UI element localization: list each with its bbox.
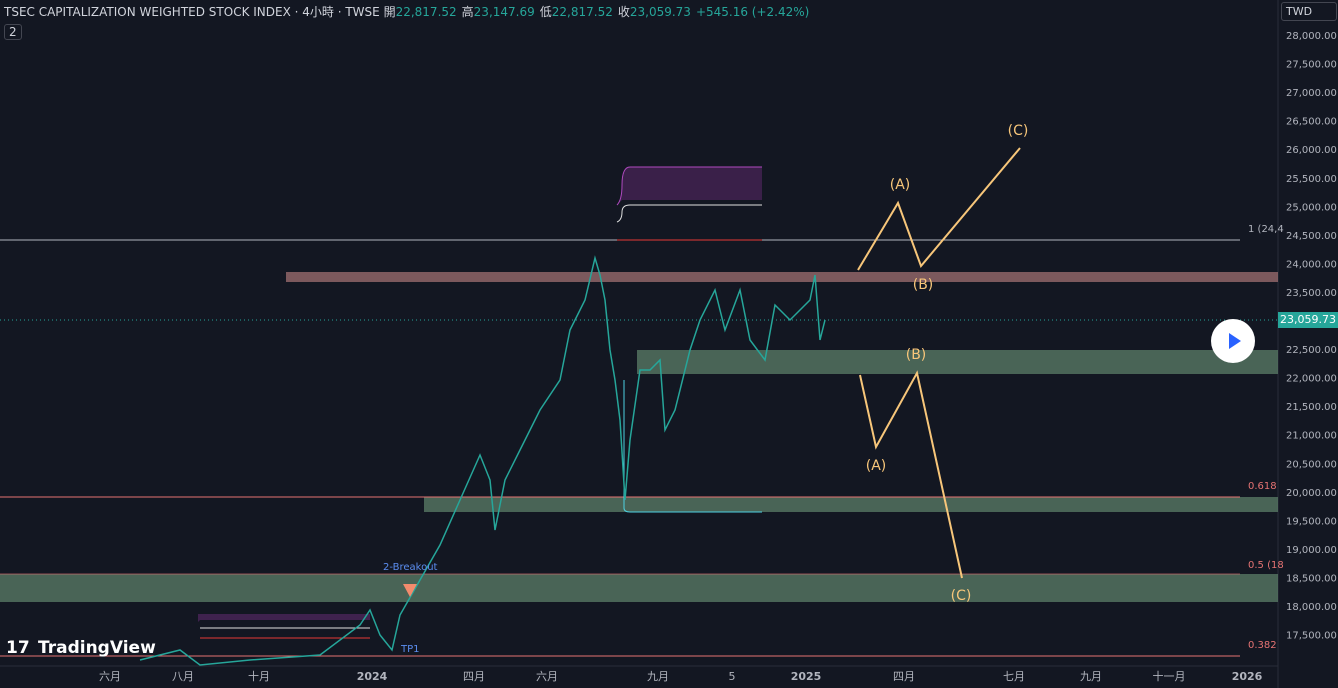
- wave-label: (C): [1008, 123, 1029, 139]
- wave-label: (A): [866, 458, 887, 474]
- target-line: [616, 204, 762, 223]
- price-label: 23,500.00: [1286, 288, 1337, 299]
- support-zone: [424, 497, 1278, 512]
- fib-label: 1 (24,4: [1248, 224, 1284, 235]
- time-label: 2025: [791, 670, 822, 683]
- time-label: 四月: [463, 670, 485, 683]
- price-label: 24,500.00: [1286, 231, 1337, 242]
- time-label: 六月: [99, 670, 121, 683]
- wave-label: (B): [906, 347, 927, 363]
- time-label: 八月: [172, 670, 194, 683]
- price-tag: [1278, 312, 1338, 328]
- target-box: [198, 614, 370, 622]
- logo: TradingView: [38, 638, 156, 658]
- wave-label: (B): [913, 277, 934, 293]
- time-label: 2024: [357, 670, 388, 683]
- ohlc-value: 22,817.52: [551, 5, 613, 19]
- price-label: 20,500.00: [1286, 459, 1337, 470]
- play-icon[interactable]: [1229, 333, 1241, 349]
- ohlc-label: 開: [383, 5, 396, 19]
- fib-label: 0.618: [1248, 481, 1277, 492]
- time-label: 九月: [1080, 670, 1102, 683]
- price-label: 21,500.00: [1286, 402, 1337, 413]
- time-label: 5: [729, 670, 736, 683]
- price-label: 22,000.00: [1286, 374, 1337, 385]
- price-label: 19,000.00: [1286, 545, 1337, 556]
- price-label: 20,000.00: [1286, 488, 1337, 499]
- price-label: 27,500.00: [1286, 60, 1337, 71]
- time-label: 四月: [893, 670, 915, 683]
- ohlc-label: 收: [617, 5, 630, 19]
- price-label: 27,000.00: [1286, 88, 1337, 99]
- price-label: 28,000.00: [1286, 31, 1337, 42]
- support-zone: [0, 574, 1278, 602]
- symbol: TSEC CAPITALIZATION WEIGHTED STOCK INDEX…: [4, 5, 380, 19]
- indicator-toggle[interactable]: 2: [4, 24, 22, 40]
- time-label: 六月: [536, 670, 558, 683]
- price-path: [139, 255, 826, 666]
- support-zone: [637, 350, 1278, 374]
- ohlc-value: 22,817.52: [395, 5, 457, 19]
- target-box: [617, 167, 762, 205]
- time-label: 十月: [248, 669, 270, 683]
- logo-mark: 17: [6, 638, 30, 658]
- currency[interactable]: TWD: [1281, 2, 1337, 21]
- price-tag-label: 23,059.73: [1280, 313, 1336, 326]
- price-label: 18,500.00: [1286, 573, 1337, 584]
- ohlc-value: 23,147.69: [473, 5, 535, 19]
- fib-label: 0.382: [1248, 640, 1277, 651]
- ohlc-label: 低: [539, 5, 552, 19]
- price-label: 19,500.00: [1286, 516, 1337, 527]
- signal-label: TP1: [400, 644, 420, 655]
- wave-label: (C): [951, 588, 972, 604]
- price-label: 26,500.00: [1286, 117, 1337, 128]
- wave-label: (A): [890, 177, 911, 193]
- time-label: 十一月: [1153, 669, 1186, 683]
- resistance-zone: [286, 272, 1278, 282]
- price-label: 25,500.00: [1286, 174, 1337, 185]
- wave-path: [859, 370, 963, 579]
- price-label: 22,500.00: [1286, 345, 1337, 356]
- target-line: [616, 166, 762, 206]
- price-label: 21,000.00: [1286, 431, 1337, 442]
- ohlc-label: 高: [461, 5, 474, 19]
- tp-line: [623, 380, 762, 513]
- price-label: 18,000.00: [1286, 602, 1337, 613]
- symbol-header: TSEC CAPITALIZATION WEIGHTED STOCK INDEX…: [4, 3, 814, 20]
- time-label: 九月: [647, 670, 669, 683]
- wave-path: [857, 147, 1021, 271]
- price-label: 17,500.00: [1286, 631, 1337, 642]
- signal-arrow: [403, 584, 417, 597]
- price-label: 25,000.00: [1286, 202, 1337, 213]
- fib-label: 0.5 (18: [1248, 560, 1284, 571]
- signal-label: 2-Breakout: [383, 562, 438, 573]
- price-label: 26,000.00: [1286, 145, 1337, 156]
- ohlc-value: 23,059.73: [629, 5, 691, 19]
- price-label: 24,000.00: [1286, 259, 1337, 270]
- time-label: 七月: [1003, 670, 1025, 683]
- change: +545.16 (+2.42%): [695, 5, 810, 19]
- time-label: 2026: [1232, 670, 1263, 683]
